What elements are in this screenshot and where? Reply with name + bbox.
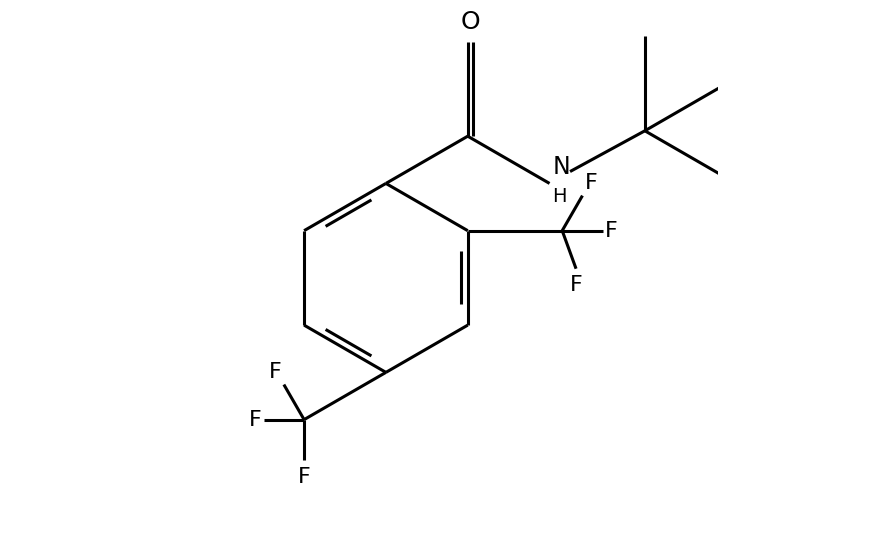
Text: N: N <box>552 155 570 179</box>
Text: O: O <box>461 9 480 34</box>
Text: F: F <box>570 275 582 295</box>
Text: F: F <box>297 466 311 486</box>
Text: F: F <box>584 173 598 193</box>
Text: F: F <box>605 221 617 241</box>
Text: F: F <box>249 410 262 429</box>
Text: H: H <box>552 187 567 206</box>
Text: F: F <box>269 363 281 383</box>
